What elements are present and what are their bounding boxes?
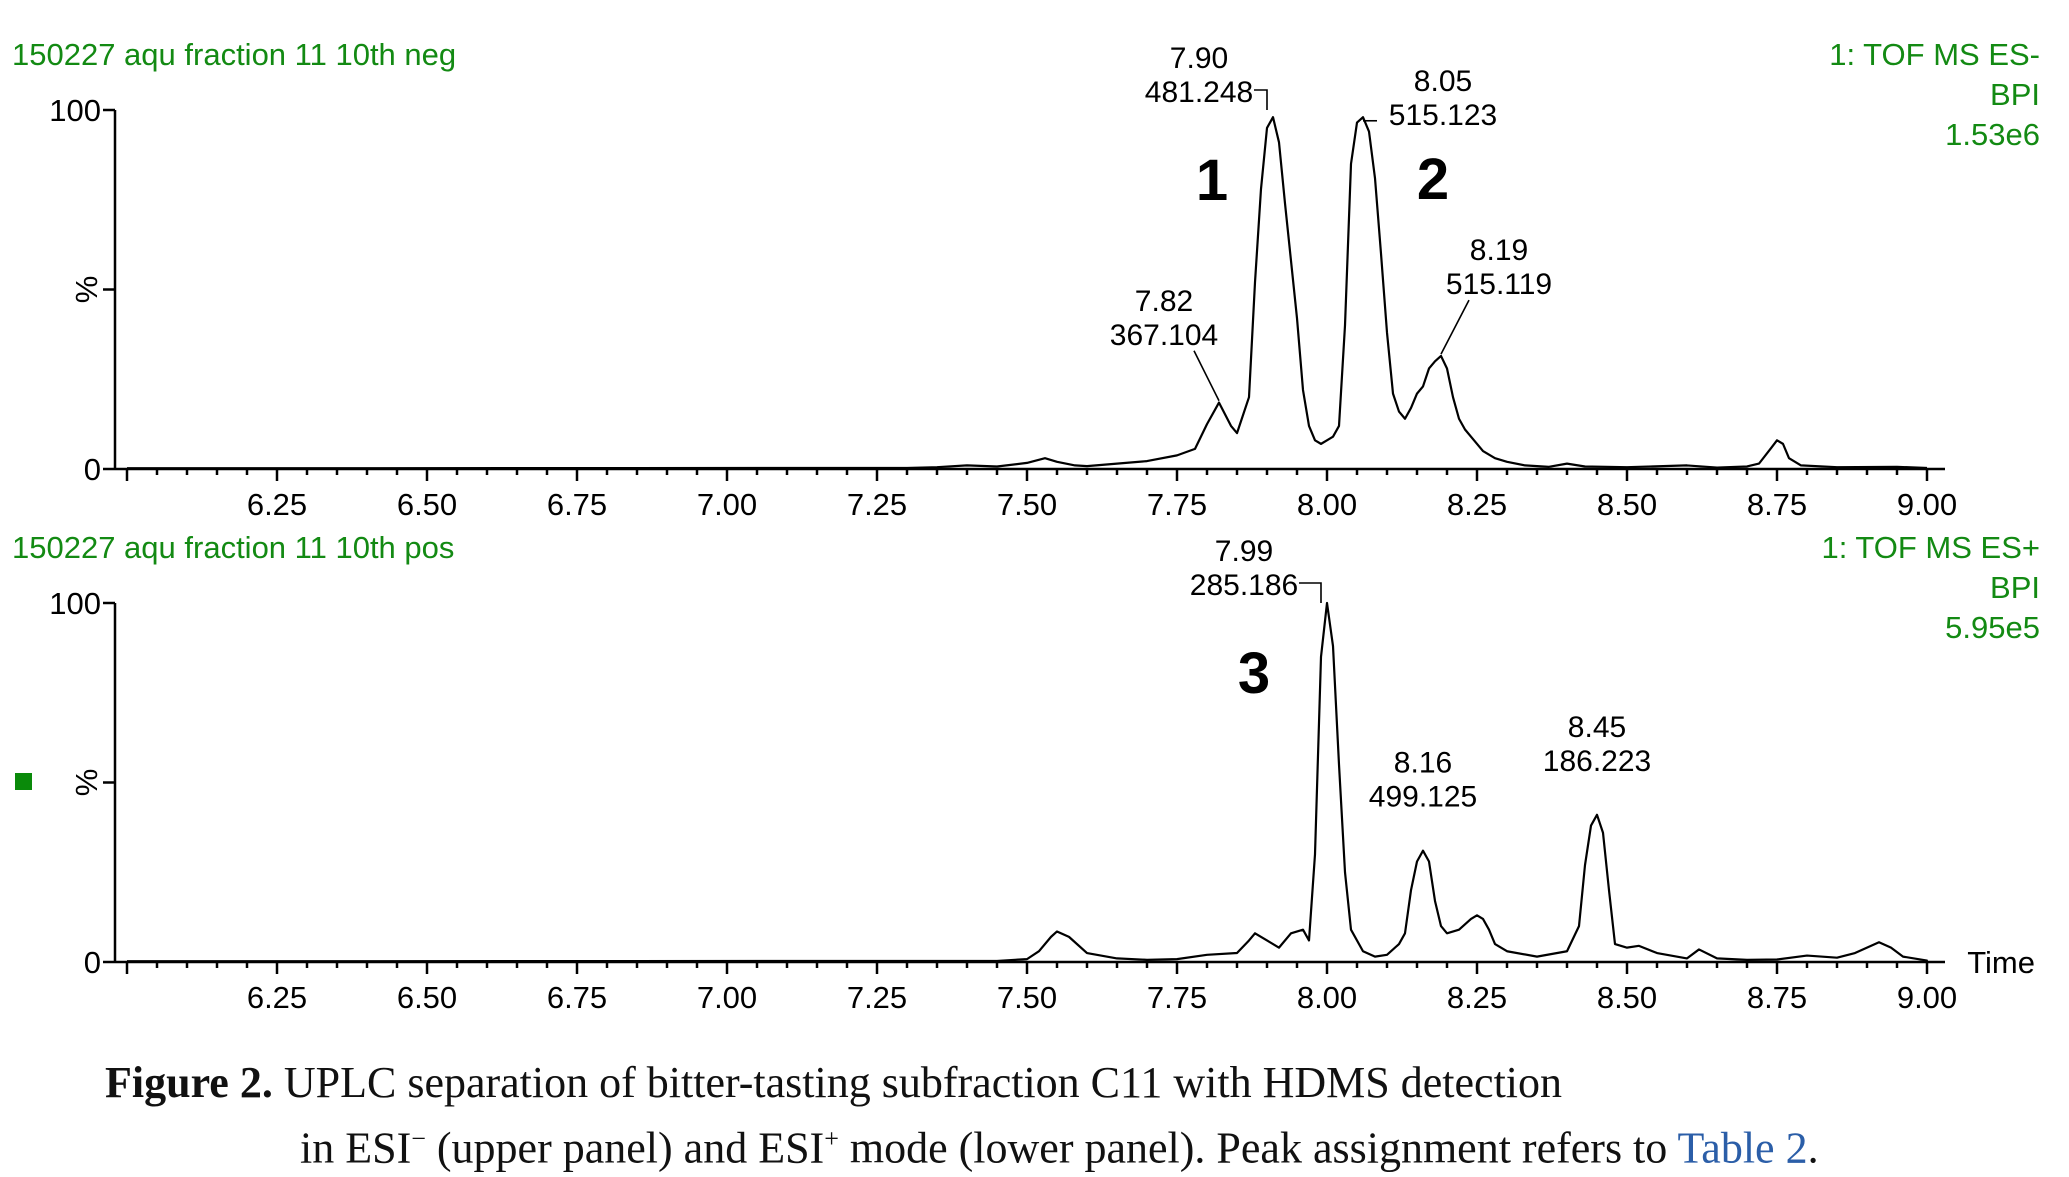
caption-line1: UPLC separation of bitter-tasting subfra… [283, 1058, 1563, 1107]
panel-title: 150227 aqu fraction 11 10th neg [12, 37, 456, 72]
panel-title: 150227 aqu fraction 11 10th pos [12, 530, 454, 565]
peak-number-label: 3 [1238, 641, 1270, 706]
retention-time-label: 8.45 [1568, 711, 1626, 744]
lower-panel-positive: 150227 aqu fraction 11 10th pos 1: TOF MS… [12, 530, 2040, 1015]
x-tick-label: 7.00 [697, 487, 757, 522]
x-axis-label: Time [1967, 945, 2035, 980]
retention-time-label: 7.99 [1215, 535, 1273, 568]
x-tick-label: 8.25 [1447, 487, 1507, 522]
table-2-link[interactable]: Table 2 [1677, 1123, 1808, 1173]
figure-caption: Figure 2. UPLC separation of bitter-tast… [105, 1055, 2045, 1177]
y-tick-label: 100 [49, 586, 101, 621]
x-tick-label: 6.25 [247, 980, 307, 1015]
mz-label: 515.123 [1389, 99, 1497, 132]
x-tick-label: 6.50 [397, 980, 457, 1015]
y-tick-label: 0 [84, 452, 101, 487]
mz-label: 499.125 [1369, 781, 1477, 814]
x-tick-label: 7.75 [1147, 487, 1207, 522]
retention-time-label: 7.90 [1170, 42, 1228, 75]
x-tick-label: 8.50 [1597, 487, 1657, 522]
x-tick-label: 8.00 [1297, 487, 1357, 522]
mz-label: 367.104 [1110, 319, 1218, 352]
x-tick-label: 7.25 [847, 487, 907, 522]
retention-time-label: 8.19 [1470, 234, 1528, 267]
leader-line [1193, 350, 1220, 402]
y-tick-label: 0 [84, 945, 101, 980]
x-tick-label: 7.25 [847, 980, 907, 1015]
peak-number-label: 1 [1196, 148, 1228, 213]
x-tick-label: 9.00 [1897, 487, 1957, 522]
leader-line [1254, 89, 1268, 110]
x-tick-label: 7.75 [1147, 980, 1207, 1015]
x-tick-label: 8.25 [1447, 980, 1507, 1015]
detector-label: 1: TOF MS ES+ [1821, 530, 2040, 565]
x-tick-label: 7.50 [997, 980, 1057, 1015]
x-tick-label: 8.75 [1747, 980, 1807, 1015]
leader-line [1299, 582, 1322, 603]
trace-type-label: BPI [1990, 570, 2040, 605]
figure-label: Figure 2. [105, 1058, 273, 1107]
x-tick-label: 7.50 [997, 487, 1057, 522]
x-tick-label: 6.75 [547, 487, 607, 522]
x-tick-label: 6.25 [247, 487, 307, 522]
intensity-label: 1.53e6 [1945, 117, 2040, 152]
caption-line2: in ESI− (upper panel) and ESI+ mode (low… [300, 1123, 1819, 1173]
bpi-trace [126, 601, 1929, 963]
y-axis-label: % [69, 769, 104, 797]
y-axis-label: % [69, 276, 104, 304]
x-tick-label: 6.50 [397, 487, 457, 522]
legend-marker [15, 773, 32, 790]
peak-number-label: 2 [1417, 147, 1449, 212]
retention-time-label: 8.16 [1394, 747, 1452, 780]
upper-panel-negative: 150227 aqu fraction 11 10th neg 1: TOF MS… [12, 37, 2040, 522]
x-tick-label: 8.00 [1297, 980, 1357, 1015]
bpi-trace [126, 116, 1928, 470]
detector-label: 1: TOF MS ES- [1829, 37, 2040, 72]
trace-type-label: BPI [1990, 77, 2040, 112]
mz-label: 515.119 [1446, 268, 1552, 301]
mz-label: 481.248 [1145, 76, 1253, 109]
intensity-label: 5.95e5 [1945, 610, 2040, 645]
retention-time-label: 7.82 [1135, 285, 1193, 318]
mz-label: 186.223 [1543, 745, 1651, 778]
retention-time-label: 8.05 [1414, 65, 1472, 98]
y-tick-label: 100 [49, 93, 101, 128]
x-tick-label: 8.50 [1597, 980, 1657, 1015]
x-tick-label: 6.75 [547, 980, 607, 1015]
mz-label: 285.186 [1190, 569, 1298, 602]
leader-line [1440, 299, 1470, 355]
x-tick-label: 9.00 [1897, 980, 1957, 1015]
x-tick-label: 7.00 [697, 980, 757, 1015]
x-tick-label: 8.75 [1747, 487, 1807, 522]
